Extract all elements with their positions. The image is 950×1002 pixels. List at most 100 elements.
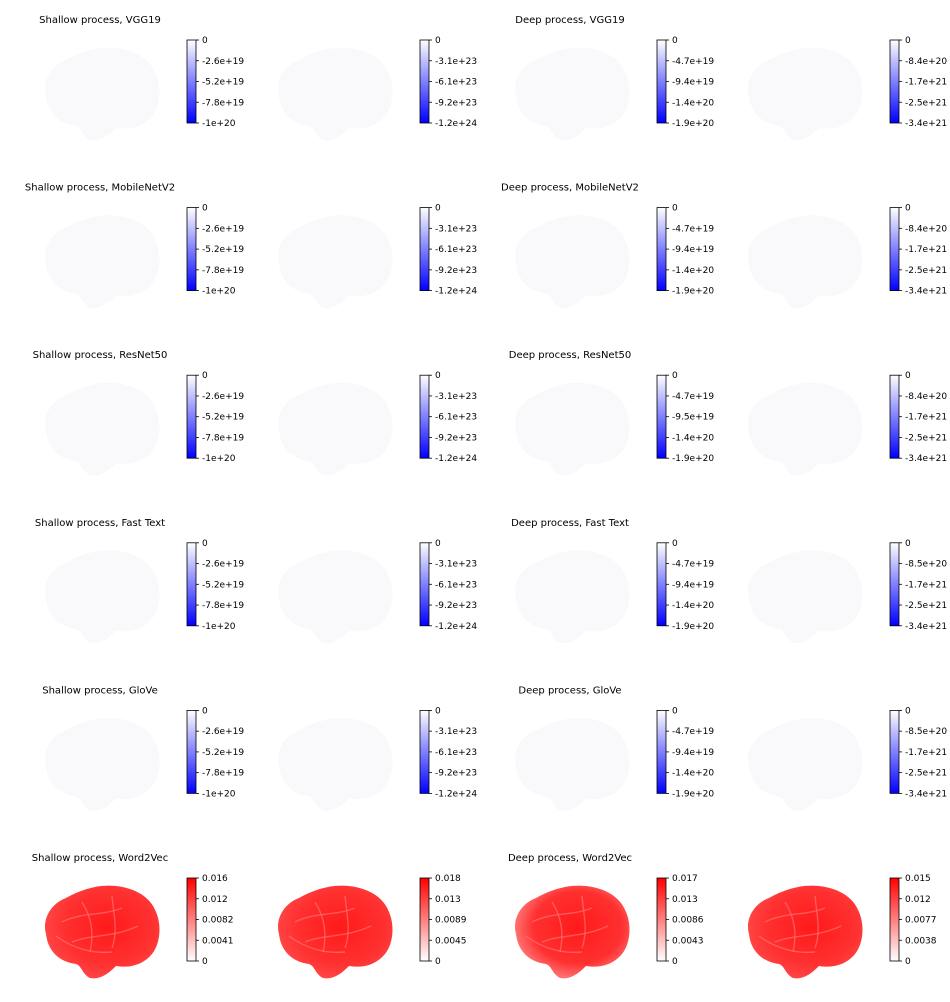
brain-surface	[747, 718, 863, 811]
colorbar-tick-label: -5.2e+19	[202, 748, 244, 758]
colorbar-tick-label: -1.2e+24	[435, 454, 477, 464]
colorbar-tick-label: -1.7e+21	[905, 78, 947, 88]
colorbar-tick-label: -8.4e+20	[905, 57, 947, 67]
colorbar	[656, 39, 667, 124]
brain-map: 0 -3.1e+23 -6.1e+23 -9.2e+23 -1.2e+24	[277, 539, 477, 644]
brain-surface	[514, 718, 630, 811]
colorbar-tick-label: -9.2e+23	[435, 601, 477, 611]
colorbar-tick-label: -1.7e+21	[905, 580, 947, 590]
colorbar	[889, 710, 900, 794]
sulcus-line	[551, 901, 563, 953]
colorbar-tick-label: -9.2e+23	[435, 433, 477, 443]
sulcus-line	[288, 935, 346, 954]
colorbar-tick-label: 0.012	[202, 895, 228, 905]
colorbar-tick-label: 0.0077	[905, 916, 937, 926]
colorbar-tick-label: 0	[672, 539, 678, 549]
panel-10: Shallow process, Word2Vec 0.016 0.012 0.008…	[32, 853, 467, 979]
brain-surface	[747, 215, 863, 308]
brain-map: 0 -3.1e+23 -6.1e+23 -9.2e+23 -1.2e+24	[277, 36, 477, 141]
colorbar-tick-label: -9.4e+19	[672, 78, 714, 88]
sulcus-line	[71, 925, 139, 943]
brain-surface	[514, 382, 630, 476]
colorbar	[889, 374, 900, 459]
brain-surface	[44, 885, 160, 979]
colorbar	[186, 877, 197, 962]
colorbar-tick-label: 0.018	[435, 874, 461, 884]
brain-surface	[277, 215, 393, 308]
colorbar-tick-label: -1e+20	[202, 287, 236, 297]
colorbar-tick-label: -7.8e+19	[202, 769, 244, 779]
panel-title: Deep process, MobileNetV2	[501, 183, 639, 194]
colorbar-tick-label: 0	[905, 706, 911, 716]
colorbar-tick-label: 0.0043	[672, 936, 704, 946]
colorbar-tick-label: -1.4e+20	[672, 266, 714, 276]
sulcus-line	[525, 935, 583, 954]
colorbar-tick-label: 0	[672, 706, 678, 716]
colorbar-tick-label: 0	[435, 706, 441, 716]
colorbar-tick-label: -8.5e+20	[905, 727, 947, 737]
colorbar-tick-label: -7.8e+19	[202, 266, 244, 276]
brain-map: 0.015 0.012 0.0077 0.0038 0	[747, 874, 937, 979]
colorbar-tick-label: -1.9e+20	[672, 287, 714, 297]
colorbar-tick-label: 0	[905, 539, 911, 549]
brain-map: 0 -2.6e+19 -5.2e+19 -7.8e+19 -1e+20	[44, 539, 244, 644]
brain-surface	[747, 885, 863, 979]
colorbar-tick-label: -9.2e+23	[435, 266, 477, 276]
colorbar-tick-label: 0.013	[435, 895, 461, 905]
brain-map: 0 -4.7e+19 -9.5e+19 -1.4e+20 -1.9e+20	[514, 371, 714, 476]
colorbar-tick-label: -9.4e+19	[672, 748, 714, 758]
sulcus-line	[344, 895, 349, 949]
brain-map: 0.017 0.013 0.0086 0.0043 0	[514, 874, 704, 979]
colorbar-tick-label: 0	[905, 957, 911, 967]
brain-surface	[277, 47, 393, 141]
colorbar-tick-label: -9.5e+19	[672, 413, 714, 423]
colorbar	[186, 207, 197, 292]
brain-map: 0.016 0.012 0.0082 0.0041 0	[44, 874, 234, 979]
colorbar-tick-label: -2.5e+21	[905, 433, 947, 443]
colorbar-tick-label: 0	[905, 36, 911, 46]
colorbar-tick-label: -1.4e+20	[672, 98, 714, 108]
colorbar-tick-label: -1.4e+20	[672, 433, 714, 443]
colorbar-tick-label: -7.8e+19	[202, 433, 244, 443]
colorbar	[656, 710, 667, 794]
colorbar-tick-label: -4.7e+19	[672, 224, 714, 234]
colorbar-tick-label: -9.2e+23	[435, 98, 477, 108]
colorbar-tick-label: -1.2e+24	[435, 287, 477, 297]
colorbar-tick-label: -1.2e+24	[435, 789, 477, 799]
colorbar-tick-label: -3.4e+21	[905, 622, 947, 632]
panel-title: Deep process, VGG19	[515, 15, 624, 26]
colorbar	[186, 542, 197, 627]
colorbar-tick-label: -1.7e+21	[905, 748, 947, 758]
colorbar	[889, 877, 900, 962]
brain-map: 0 -2.6e+19 -5.2e+19 -7.8e+19 -1e+20	[44, 371, 244, 476]
brain-map: 0 -8.4e+20 -1.7e+21 -2.5e+21 -3.4e+21	[747, 204, 947, 308]
colorbar	[419, 877, 430, 962]
sulcus-line	[55, 935, 113, 954]
panel-2: Shallow process, MobileNetV2 0 -2.6e+19 -5.…	[25, 183, 477, 308]
brain-surface	[277, 550, 393, 644]
brain-surface	[44, 215, 160, 308]
colorbar-tick-label: -2.6e+19	[202, 727, 244, 737]
brain-surface	[44, 382, 160, 476]
colorbar-tick-label: -8.4e+20	[905, 224, 947, 234]
colorbar-tick-label: -1.9e+20	[672, 622, 714, 632]
colorbar-tick-label: -3.1e+23	[435, 560, 477, 570]
colorbar-tick-label: -8.4e+20	[905, 392, 947, 402]
colorbar-tick-label: -5.2e+19	[202, 580, 244, 590]
sulcus-line	[531, 907, 593, 923]
colorbar-tick-label: -1.7e+21	[905, 245, 947, 255]
colorbar-tick-label: -9.4e+19	[672, 245, 714, 255]
brain-map: 0 -3.1e+23 -6.1e+23 -9.2e+23 -1.2e+24	[277, 706, 477, 811]
brain-map: 0 -3.1e+23 -6.1e+23 -9.2e+23 -1.2e+24	[277, 371, 477, 476]
colorbar	[186, 710, 197, 794]
panel-9: Deep process, GloVe 0 -4.7e+19 -9.4e+19 -1.4…	[514, 685, 947, 811]
colorbar-tick-label: 0	[672, 371, 678, 381]
colorbar-tick-label: -6.1e+23	[435, 245, 477, 255]
colorbar-tick-label: -1.9e+20	[672, 119, 714, 129]
colorbar-tick-label: 0	[435, 539, 441, 549]
brain-surface	[747, 47, 863, 141]
colorbar-tick-label: 0	[202, 539, 208, 549]
colorbar-tick-label: -1e+20	[202, 119, 236, 129]
colorbar	[419, 207, 430, 292]
brain-map: 0 -8.4e+20 -1.7e+21 -2.5e+21 -3.4e+21	[747, 36, 947, 141]
